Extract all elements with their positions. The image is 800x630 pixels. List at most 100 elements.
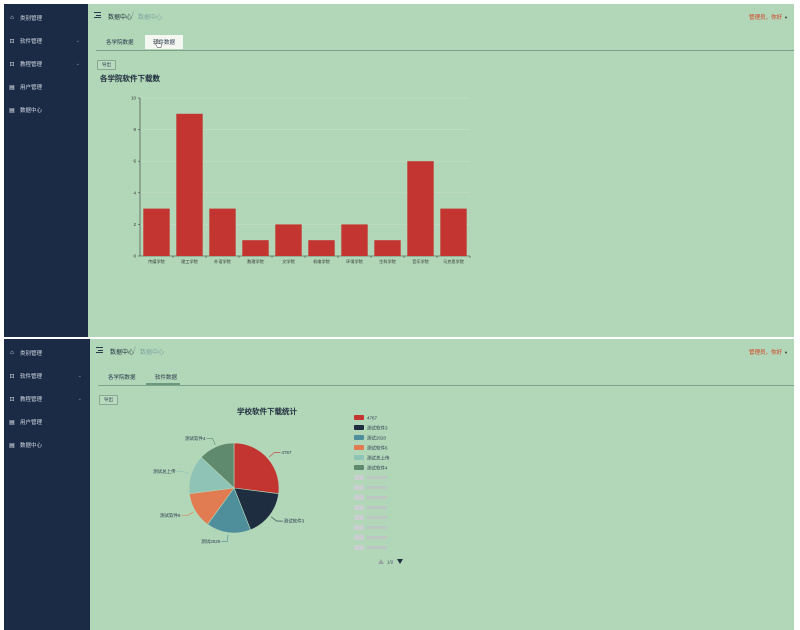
user-menu[interactable]: 管理员，你好 ▼	[749, 348, 788, 356]
x-tick-label: 理工学院	[181, 258, 199, 265]
tab-college-data[interactable]: 各学院数据	[100, 370, 144, 384]
tab-bar: 各学院数据 软件数据	[98, 32, 794, 50]
legend-swatch-faded	[354, 545, 364, 550]
tab-software-data[interactable]: 软件数据	[145, 35, 184, 49]
header: 数据中心 / 数据中心 管理员，你好 ▼	[90, 339, 794, 365]
x-tick-label: 数理学院	[247, 258, 265, 265]
user-menu[interactable]: 管理员，你好 ▼	[749, 13, 788, 21]
tab-active-indicator	[146, 383, 180, 385]
y-tick-label: 0	[133, 254, 136, 259]
sidebar-item-label: 类别管理	[20, 351, 43, 357]
sidebar-item-tutorial[interactable]: ⊡ 教程管理 ⌄	[4, 393, 90, 405]
x-tick-label: 生科学院	[379, 258, 397, 265]
export-button[interactable]: 导出	[99, 395, 118, 405]
tab-label: 各学院数据	[106, 40, 134, 46]
pie-chart-screen: ⌂ 类别管理 ⊡ 软件管理 ⌄ ⊡ 教程管理 ⌄ ▤ 用户管理 ▤ 数据中心 数…	[4, 339, 794, 630]
pie-slice-label: 测试总上传	[153, 468, 176, 475]
legend-item-label: 测试软件6	[367, 444, 388, 451]
legend-item-faded	[367, 526, 387, 529]
document-icon: ▤	[9, 442, 15, 449]
sidebar-item-users[interactable]: ▤ 用户管理	[4, 416, 90, 428]
tab-college-data[interactable]: 各学院数据	[98, 35, 142, 49]
x-tick-label: 机电学院	[313, 258, 331, 265]
plus-box-icon: ⊡	[9, 373, 15, 380]
sidebar-item-label: 用户管理	[20, 420, 43, 426]
y-tick-label: 6	[133, 159, 136, 164]
x-tick-label: 文学院	[282, 258, 295, 265]
pie-slice	[200, 442, 235, 489]
tab-label: 软件数据	[155, 375, 178, 381]
plus-box-icon: ⊡	[9, 396, 15, 403]
bar	[209, 208, 236, 256]
pie-slice-label: 测试软件3	[284, 518, 305, 525]
sidebar-item-label: 软件管理	[20, 39, 43, 45]
tab-label: 软件数据	[153, 40, 176, 46]
legend-item-faded	[367, 516, 387, 519]
sidebar-item-users[interactable]: ▤ 用户管理	[4, 81, 88, 93]
pie-slice	[207, 487, 251, 534]
sidebar-item-software[interactable]: ⊡ 软件管理 ⌄	[4, 35, 88, 47]
sidebar-item-category[interactable]: ⌂ 类别管理	[4, 12, 88, 24]
tab-divider	[96, 50, 794, 51]
chart-title: 各学院软件下载数	[100, 74, 160, 83]
legend-item-label: 测试2020	[367, 434, 387, 441]
plus-box-icon: ⊡	[9, 38, 15, 45]
pie-label-line	[181, 511, 194, 516]
main-content: 数据中心 / 数据中心 管理员，你好 ▼ 各学院数据 软件数据 导出 各学院软件下…	[88, 4, 794, 337]
sidebar-item-category[interactable]: ⌂ 类别管理	[4, 347, 90, 359]
pie-label-line	[176, 471, 190, 474]
legend-swatch-faded	[354, 495, 364, 500]
legend-swatch	[354, 425, 364, 430]
chevron-down-icon: ⌄	[77, 373, 82, 379]
sidebar-item-data-center[interactable]: ▤ 数据中心	[4, 439, 90, 451]
legend-item-label: 测试总上传	[367, 454, 390, 461]
legend-swatch	[354, 445, 364, 450]
legend-page-indicator: 1/2	[387, 560, 394, 565]
pie-slice	[233, 442, 280, 494]
tab-divider	[98, 385, 794, 386]
y-tick-label: 4	[133, 190, 136, 195]
legend-item-faded	[367, 506, 387, 509]
legend-swatch	[354, 415, 364, 420]
x-tick-label: 马克思学院	[443, 258, 465, 265]
plus-box-icon: ⊡	[9, 61, 15, 68]
legend-swatch-faded	[354, 535, 364, 540]
x-tick-label: 外语学院	[214, 258, 232, 265]
pie-chart: 学校软件下载统计4767测试软件3测试2020测试软件6测试总上传测试软件447…	[153, 406, 403, 565]
pie-label-line	[269, 451, 281, 458]
pointer-cursor-icon	[155, 39, 162, 48]
legend-item-label: 测试软件4	[367, 464, 388, 471]
legend-swatch-faded	[354, 505, 364, 510]
sidebar-item-software[interactable]: ⊡ 软件管理 ⌄	[4, 370, 90, 382]
sidebar-item-label: 数据中心	[20, 108, 43, 114]
bar	[308, 240, 335, 256]
legend-swatch	[354, 465, 364, 470]
legend-item-faded	[367, 546, 387, 549]
document-icon: ▤	[9, 419, 15, 426]
breadcrumb-separator: /	[132, 12, 134, 18]
chevron-down-icon: ⌄	[77, 396, 82, 402]
menu-fold-icon[interactable]	[96, 347, 103, 353]
tab-software-data[interactable]: 软件数据	[147, 370, 185, 384]
sidebar-item-label: 数据中心	[20, 443, 43, 449]
breadcrumb-current[interactable]: 数据中心	[110, 350, 135, 356]
export-button[interactable]: 导出	[97, 60, 116, 70]
breadcrumb-current[interactable]: 数据中心	[108, 15, 133, 21]
breadcrumb-sub: 数据中心	[140, 350, 165, 356]
legend-swatch	[354, 455, 364, 460]
sidebar-item-label: 用户管理	[20, 85, 43, 91]
sidebar-item-tutorial[interactable]: ⊡ 教程管理 ⌄	[4, 58, 88, 70]
legend-item-faded	[367, 486, 387, 489]
chart-title: 学校软件下载统计	[237, 406, 297, 416]
sidebar-item-data-center[interactable]: ▤ 数据中心	[4, 104, 88, 116]
sidebar-item-label: 教程管理	[20, 62, 43, 68]
document-icon: ▤	[9, 84, 15, 91]
bar-chart-screen: ⌂ 类别管理 ⊡ 软件管理 ⌄ ⊡ 教程管理 ⌄ ▤ 用户管理 ▤ 数据中心 数…	[4, 4, 794, 337]
sidebar-item-label: 软件管理	[20, 374, 43, 380]
pie-slice	[233, 487, 279, 531]
legend-item-faded	[367, 476, 387, 479]
y-tick-label: 2	[133, 222, 136, 227]
legend-item-label: 4767	[367, 415, 378, 420]
menu-fold-icon[interactable]	[94, 12, 101, 18]
pie-label-line	[270, 516, 283, 522]
